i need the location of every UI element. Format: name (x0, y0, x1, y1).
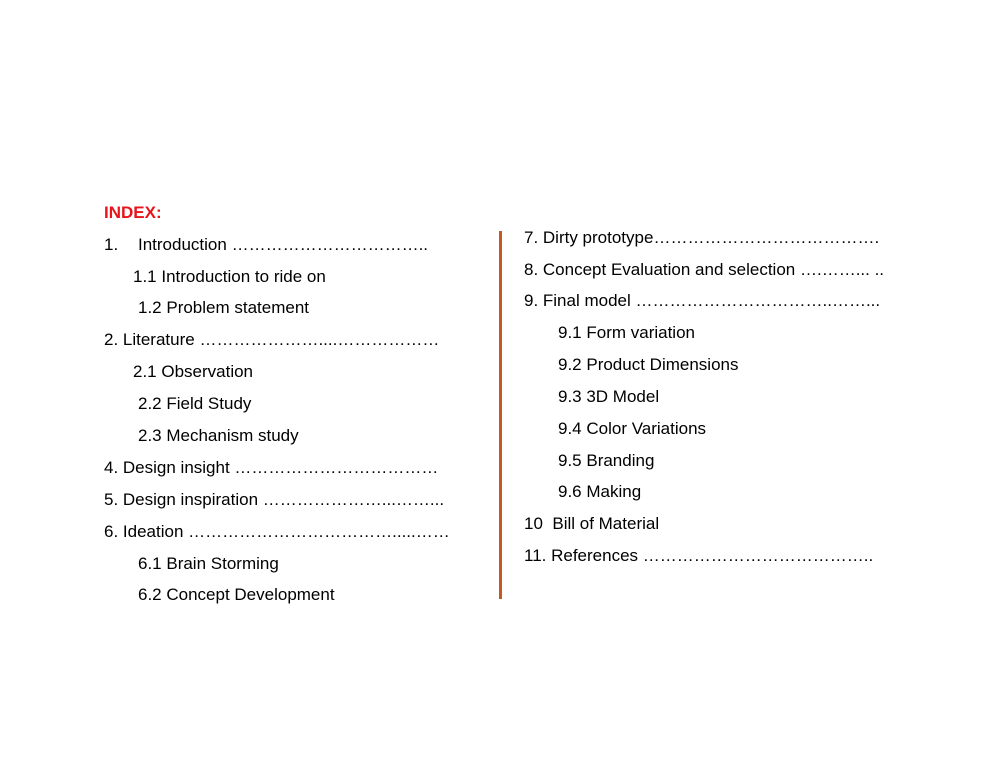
toc-entry-9-2: 9.2 Product Dimensions (558, 355, 739, 374)
toc-entry-ideation: 6. Ideation ……………………………….....…… (104, 522, 454, 542)
index-title: INDEX: (104, 203, 162, 222)
leader-dots: ……………………………..……... (635, 291, 881, 310)
toc-entry-9-5: 9.5 Branding (558, 451, 655, 470)
leader-dots: ….……... .. (799, 260, 885, 279)
toc-entry-design-insight: 4. Design insight ……………………………… (104, 458, 454, 478)
entry-title: 4. Design insight (104, 458, 235, 477)
toc-entry-design-inspiration: 5. Design inspiration …………………...……... (104, 490, 454, 510)
toc-entry-1-2: 1.2 Problem statement (138, 298, 310, 317)
column-separator (499, 231, 502, 599)
toc-entry-9-3: 9.3 3D Model (558, 387, 660, 406)
toc-entry-dirty-prototype: 7. Dirty prototype …………………………………. (524, 228, 894, 248)
leader-dots: ……………………………….....…… (188, 522, 450, 541)
entry-title: 9. Final model (524, 291, 636, 310)
toc-entry-bill-of-material: 10 Bill of Material (524, 514, 660, 533)
entry-title: 2. Literature (104, 330, 200, 349)
toc-entry-final-model: 9. Final model ……………………………..……... (524, 291, 891, 311)
entry-title: 7. Dirty prototype (524, 228, 654, 247)
entry-title: 5. Design inspiration (104, 490, 263, 509)
toc-entry-concept-evaluation: 8. Concept Evaluation and selection ….……… (524, 260, 899, 280)
leader-dots: ……………………………… (234, 458, 439, 477)
toc-entry-6-2: 6.2 Concept Development (138, 585, 335, 604)
toc-entry-2-1: 2.1 Observation (133, 362, 254, 381)
toc-entry-9-4: 9.4 Color Variations (558, 419, 707, 438)
entry-title: 8. Concept Evaluation and selection (524, 260, 800, 279)
toc-entry-9-6: 9.6 Making (558, 482, 642, 501)
toc-entry-introduction: 1. Introduction …………………………….. (104, 235, 449, 255)
leader-dots: ………………………………….. (642, 546, 874, 565)
toc-entry-6-1: 6.1 Brain Storming (138, 554, 279, 573)
leader-dots: …………………………………. (653, 228, 880, 247)
entry-title: Introduction (138, 235, 232, 254)
toc-entry-2-2: 2.2 Field Study (138, 394, 252, 413)
entry-title: 6. Ideation (104, 522, 189, 541)
toc-entry-references: 11. References ………………………………….. (524, 546, 888, 566)
toc-entry-literature: 2. Literature …………………....……………… (104, 330, 454, 350)
leader-dots: …………………....……………… (199, 330, 440, 349)
toc-entry-2-3: 2.3 Mechanism study (138, 426, 299, 445)
entry-title: 11. References (524, 546, 643, 565)
toc-entry-1-1: 1.1 Introduction to ride on (133, 267, 326, 286)
leader-dots: …………………………….. (231, 235, 429, 254)
toc-entry-9-1: 9.1 Form variation (558, 323, 695, 342)
leader-dots: …………………...……... (262, 490, 445, 509)
entry-number: 1. (104, 235, 119, 254)
